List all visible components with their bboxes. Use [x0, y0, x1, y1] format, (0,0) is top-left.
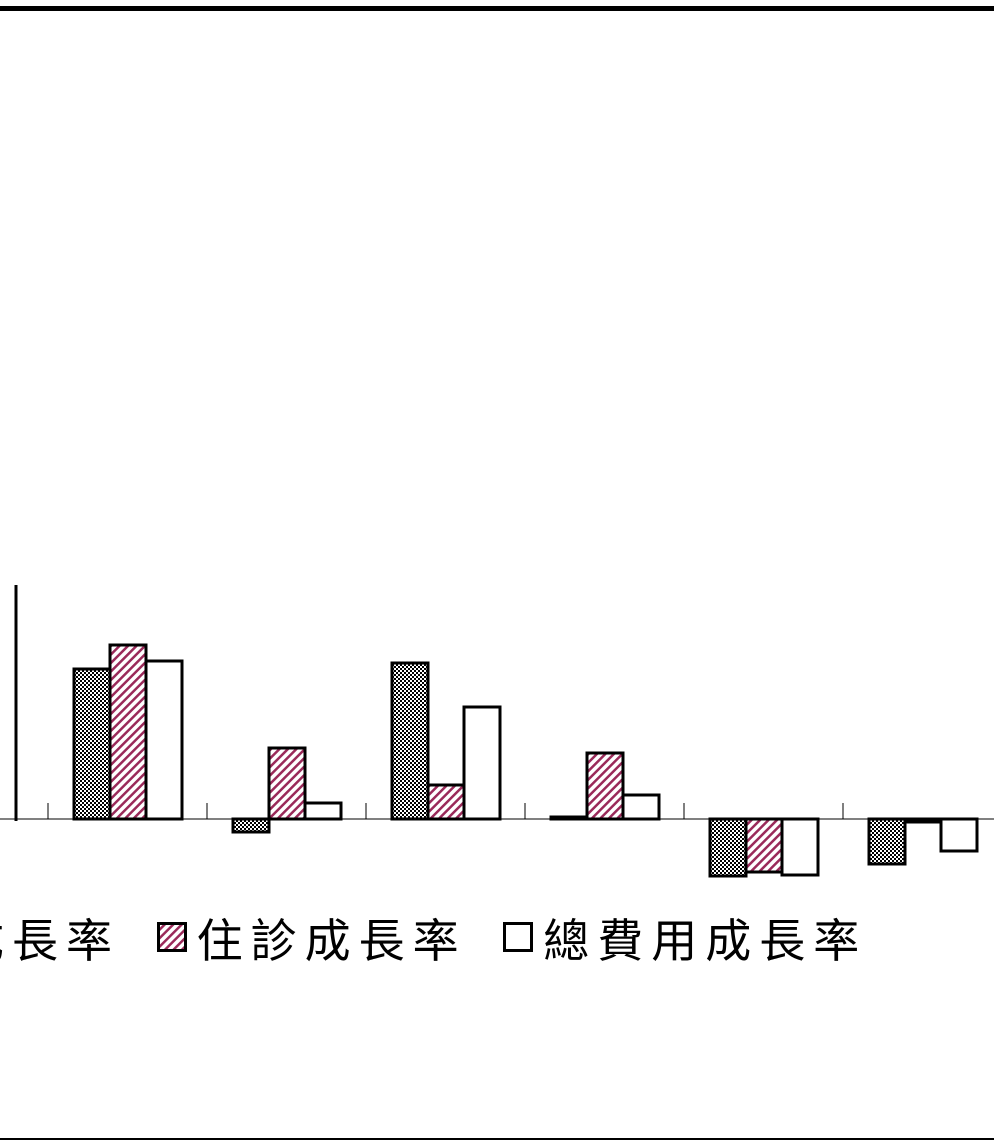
bar-total-4 — [621, 793, 661, 821]
bottom-rule — [0, 1138, 994, 1140]
legend-item-inpatient: 住診成長率 — [156, 907, 467, 971]
bar-inpatient-6 — [903, 817, 943, 824]
legend-label-outpatient: 成長率 — [0, 914, 120, 968]
legend-label-inpatient: 住診成長率 — [196, 914, 467, 968]
legend: 成長率 住診成長率 總費用成長率 — [0, 905, 994, 975]
bar-inpatient-3 — [426, 783, 466, 821]
legend-swatch-total — [503, 922, 534, 952]
bar-outpatient-3 — [390, 661, 430, 821]
bar-inpatient-4 — [585, 751, 625, 821]
bar-outpatient-4 — [549, 815, 589, 821]
bar-group — [72, 643, 979, 878]
bar-total-3 — [462, 705, 502, 821]
bar-total-1 — [144, 659, 184, 821]
bar-outpatient-5 — [708, 817, 748, 878]
legend-item-outpatient: 成長率 — [0, 907, 120, 971]
bar-outpatient-6 — [867, 817, 907, 866]
bar-inpatient-5 — [744, 817, 784, 874]
legend-label-total: 總費用成長率 — [543, 914, 868, 968]
bar-inpatient-1 — [108, 643, 148, 821]
bar-outpatient-1 — [72, 667, 112, 821]
top-rule — [0, 6, 994, 11]
category-ticks — [47, 803, 844, 819]
legend-item-total: 總費用成長率 — [503, 907, 867, 971]
bar-total-2 — [303, 801, 343, 821]
bar-inpatient-2 — [267, 746, 307, 821]
bar-outpatient-2 — [231, 817, 271, 834]
bar-total-5 — [780, 817, 820, 877]
bar-total-6 — [939, 817, 979, 853]
chart — [0, 585, 994, 878]
legend-swatch-inpatient — [156, 922, 187, 952]
